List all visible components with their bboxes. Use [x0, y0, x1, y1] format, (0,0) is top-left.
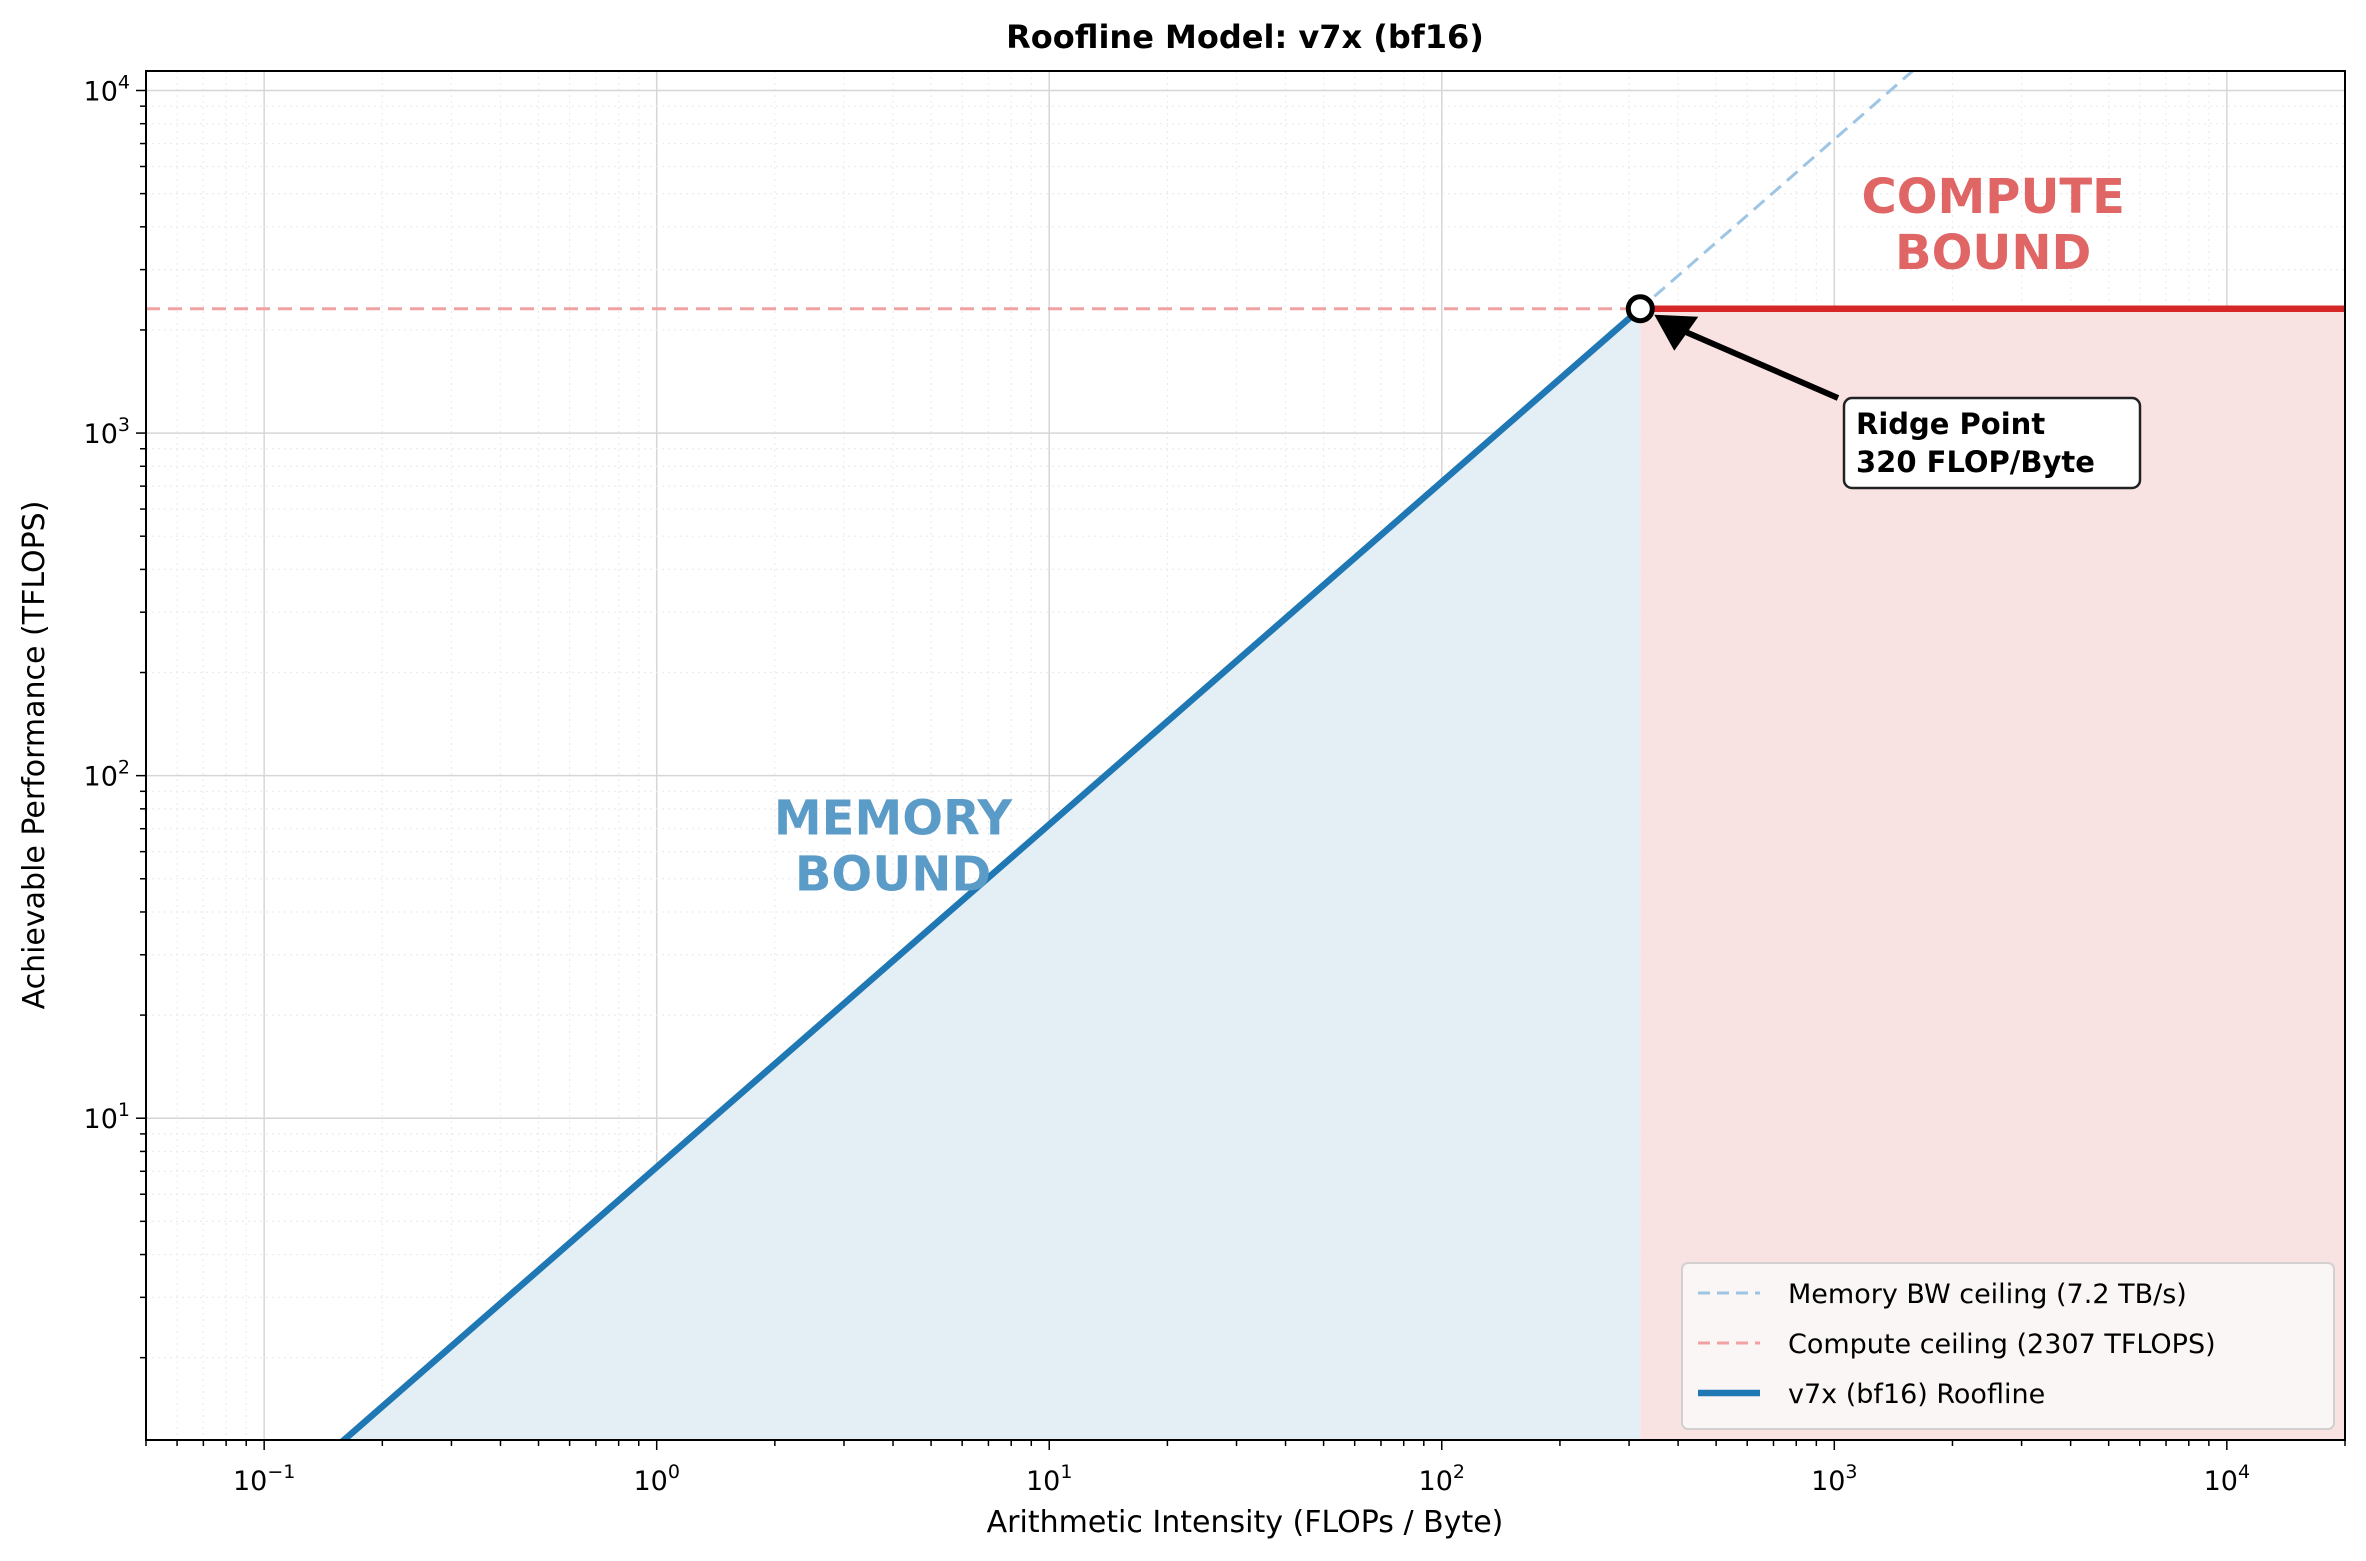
y-tick-label: 104 [84, 71, 130, 107]
memory-bound-label: BOUND [795, 846, 991, 902]
legend-label: Memory BW ceiling (7.2 TB/s) [1788, 1279, 2187, 1310]
legend-label: v7x (bf16) Roofline [1788, 1379, 2045, 1410]
x-tick-label: 103 [1811, 1461, 1857, 1497]
compute-bound-label: BOUND [1895, 225, 2091, 281]
x-axis-label: Arithmetic Intensity (FLOPs / Byte) [987, 1505, 1504, 1540]
y-axis-label: Achievable Performance (TFLOPS) [17, 501, 52, 1010]
compute-bound-label: COMPUTE [1861, 169, 2124, 225]
plot-frame [145, 70, 2346, 1441]
x-tick-label: 101 [1026, 1461, 1072, 1497]
ridge-point-marker [1625, 294, 1655, 324]
x-tick-label: 100 [633, 1461, 679, 1497]
ridge-arrow-head [1654, 314, 1699, 351]
y-tick-label: 102 [84, 757, 130, 793]
memory-bound-label: MEMORY [774, 790, 1013, 846]
compute-bound-region [1640, 308, 2345, 1440]
x-tick-label: 10−1 [233, 1461, 295, 1497]
legend-box [1681, 1262, 2335, 1430]
roofline-memory-segment [339, 306, 1643, 1440]
ridge-arrow-shaft [1677, 325, 1840, 401]
legend-label: Compute ceiling (2307 TFLOPS) [1788, 1329, 2216, 1360]
chart-title: Roofline Model: v7x (bf16) [1006, 18, 1484, 56]
x-tick-label: 104 [2204, 1461, 2250, 1497]
ridge-label-text: 320 FLOP/Byte [1856, 445, 2095, 479]
x-tick-label: 102 [1419, 1461, 1465, 1497]
legend: Memory BW ceiling (7.2 TB/s) Compute ceil… [1681, 1262, 2335, 1430]
y-tick-label: 103 [84, 414, 130, 450]
ridge-label-box [1842, 396, 2142, 490]
ridge-label-text: Ridge Point [1856, 407, 2045, 441]
y-tick-label: 101 [84, 1099, 130, 1135]
